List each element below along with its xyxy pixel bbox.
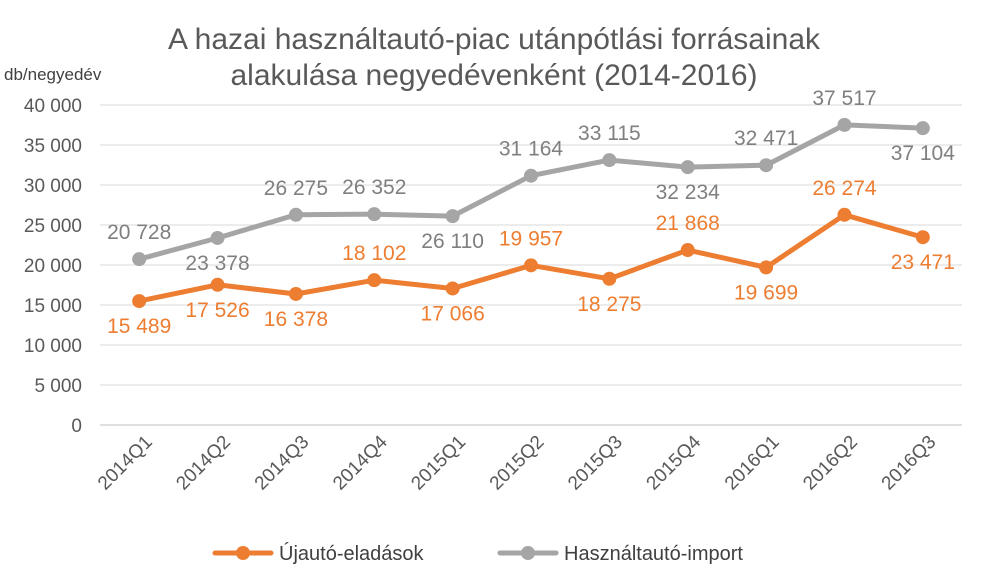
grid-lines xyxy=(100,104,962,426)
series-1-point xyxy=(915,230,930,245)
x-tick-label: 2015Q2 xyxy=(486,432,549,495)
x-tick-label: 2016Q1 xyxy=(721,432,784,495)
series-1-data-label: 17 526 xyxy=(185,299,249,322)
y-axis: db/negyedév 0 5 000 10 000 15 000 20 000 25 00… xyxy=(4,65,102,437)
x-tick-label: 2016Q2 xyxy=(799,432,862,495)
series-1-data-label: 21 868 xyxy=(656,212,720,235)
series-1-data-label: 23 471 xyxy=(891,251,955,274)
chart-title-line-2: alakulása negyedévenként (2014-2016) xyxy=(230,59,758,92)
x-tick-label: 2014Q2 xyxy=(172,432,235,495)
x-tick-label: 2014Q3 xyxy=(251,432,314,495)
series-1-data-label: 15 489 xyxy=(107,315,171,338)
series-2-data-label: 26 110 xyxy=(421,230,484,253)
series-2-data-label: 32 234 xyxy=(656,181,721,204)
series-2-data-label: 26 352 xyxy=(342,176,406,199)
series-1-data-label: 19 699 xyxy=(734,281,798,304)
y-axis-label: db/negyedév xyxy=(4,65,102,84)
x-tick-label: 2015Q1 xyxy=(408,432,471,495)
series-1-point xyxy=(602,271,617,286)
series-1-point xyxy=(680,243,695,258)
series-1-data-label: 18 275 xyxy=(577,293,641,316)
x-tick-label: 2016Q3 xyxy=(878,432,941,495)
series-1-point xyxy=(445,281,460,296)
series-2-point xyxy=(915,121,930,136)
series-2-data-label: 32 471 xyxy=(734,127,798,150)
legend-marker-1 xyxy=(236,546,250,560)
legend-label-2: Használtautó-import xyxy=(564,543,743,565)
x-tick-label: 2015Q4 xyxy=(643,431,706,494)
series-2-point xyxy=(288,207,303,222)
series-2-data-label: 37 104 xyxy=(891,142,956,165)
y-tick-label: 20 000 xyxy=(24,256,82,277)
chart-title: A hazai használtautó-piac utánpótlási fo… xyxy=(0,22,988,94)
series-2-point xyxy=(837,117,852,132)
legend: Újautó-eladások Használtautó-import xyxy=(212,542,743,565)
data-labels: 15 489 17 526 16 378 18 102 17 066 19 957 18 2… xyxy=(107,87,955,338)
series-2-data-label: 33 115 xyxy=(578,122,641,145)
series-1-point xyxy=(132,294,147,309)
series-2-data-label: 26 275 xyxy=(264,177,328,200)
legend-label-1: Újautó-eladások xyxy=(279,542,425,565)
y-tick-label: 40 000 xyxy=(24,96,82,117)
chart-title-line-1: A hazai használtautó-piac utánpótlási fo… xyxy=(167,23,821,56)
y-tick-label: 10 000 xyxy=(24,336,82,357)
series-1-point xyxy=(759,260,774,275)
series-2-point xyxy=(759,158,774,173)
series-1-point xyxy=(367,273,382,288)
y-tick-label: 30 000 xyxy=(24,176,82,197)
series-2-data-label: 23 378 xyxy=(185,252,249,275)
legend-marker-2 xyxy=(521,546,535,560)
series-1-point xyxy=(524,258,538,273)
x-tick-label: 2014Q4 xyxy=(329,431,392,494)
series-1-point xyxy=(837,207,852,222)
series-2-point xyxy=(367,207,382,222)
series-2-point xyxy=(210,230,225,245)
x-axis: 2014Q1 2014Q2 2014Q3 2014Q4 2015Q1 2015Q2 2015… xyxy=(94,431,940,494)
series-2-point xyxy=(680,160,695,175)
series-2-point xyxy=(445,209,460,224)
series-1-data-label: 26 274 xyxy=(812,177,877,200)
series-1-data-label: 16 378 xyxy=(264,308,328,331)
series-1-point xyxy=(210,277,225,292)
series-2-point xyxy=(524,168,538,183)
y-tick-label: 0 xyxy=(71,416,82,437)
series-2-point xyxy=(132,252,147,267)
series-2-data-label: 20 728 xyxy=(107,221,171,244)
y-tick-label: 5 000 xyxy=(34,376,82,397)
series-1-data-label: 17 066 xyxy=(421,302,485,325)
series-1-data-label: 18 102 xyxy=(342,242,406,265)
y-tick-label: 35 000 xyxy=(24,136,82,157)
x-tick-label: 2014Q1 xyxy=(94,432,157,495)
series-1-data-label: 19 957 xyxy=(499,227,563,250)
series-group xyxy=(132,117,930,309)
x-tick-label: 2015Q3 xyxy=(564,432,627,495)
series-2-data-label: 31 164 xyxy=(499,138,564,161)
series-2-data-label: 37 517 xyxy=(812,87,876,110)
series-2-point xyxy=(602,153,617,168)
series-1-point xyxy=(288,286,303,301)
y-tick-label: 15 000 xyxy=(24,296,82,317)
y-tick-label: 25 000 xyxy=(24,216,82,237)
